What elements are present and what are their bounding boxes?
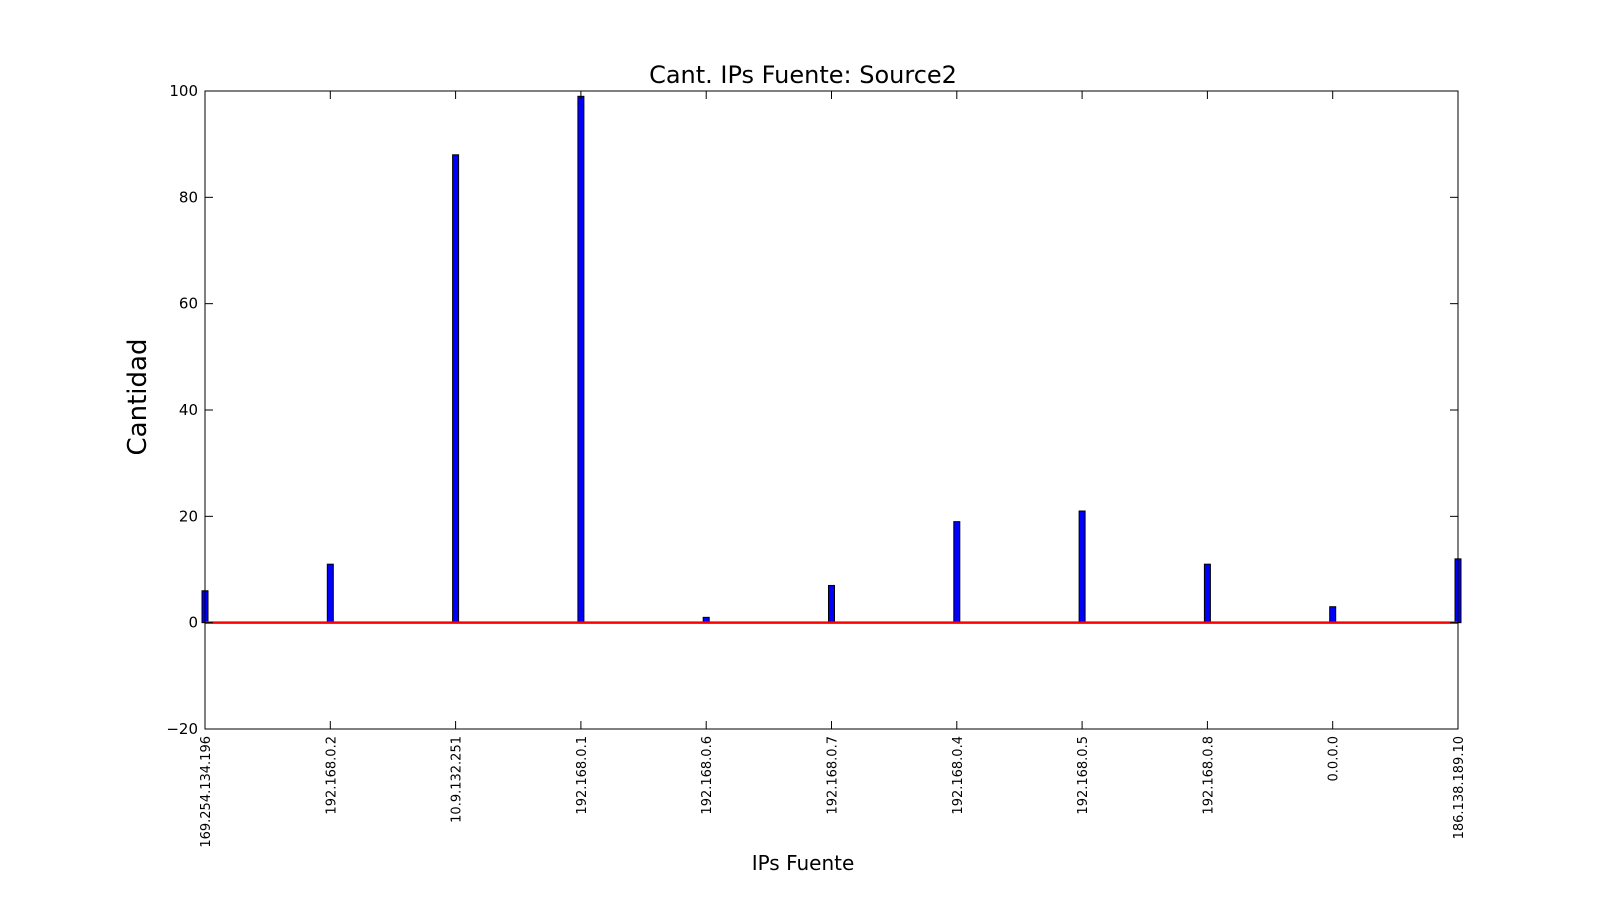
bar	[452, 154, 460, 624]
x-tick-label: 192.168.0.4	[951, 736, 966, 815]
x-tick-label: 192.168.0.8	[1201, 736, 1216, 815]
bar	[953, 521, 961, 624]
x-tick-label: 192.168.0.6	[700, 736, 715, 815]
x-tick-label: 192.168.0.7	[826, 736, 841, 815]
y-tick-label: 20	[179, 507, 198, 525]
y-tick-label: 60	[179, 295, 198, 313]
bar	[828, 584, 835, 624]
bar	[1078, 510, 1086, 624]
y-axis-label: Cantidad	[123, 339, 153, 456]
bar	[326, 563, 334, 624]
y-tick-label: −20	[166, 720, 198, 738]
plot-frame	[204, 90, 1459, 730]
x-tick-label: 169.254.134.196	[199, 736, 214, 848]
y-tick-label: 80	[179, 188, 198, 206]
x-tick-label: 192.168.0.5	[1076, 736, 1091, 815]
x-tick-label: 192.168.0.1	[575, 736, 590, 815]
x-tick-label: 186.138.189.10	[1452, 736, 1467, 839]
y-tick-label: 100	[169, 82, 198, 100]
bar	[577, 95, 585, 624]
x-tick-label: 10.9.132.251	[450, 736, 465, 823]
bar	[1203, 563, 1211, 624]
x-tick-label: 192.168.0.2	[324, 736, 339, 815]
chart-title: Cant. IPs Fuente: Source2	[649, 61, 957, 89]
bar	[1329, 606, 1337, 624]
y-tick-label: 40	[179, 401, 198, 419]
x-axis-label: IPs Fuente	[752, 851, 855, 875]
y-tick-label: 0	[188, 614, 198, 632]
x-tick-label: 0.0.0.0	[1327, 736, 1342, 781]
